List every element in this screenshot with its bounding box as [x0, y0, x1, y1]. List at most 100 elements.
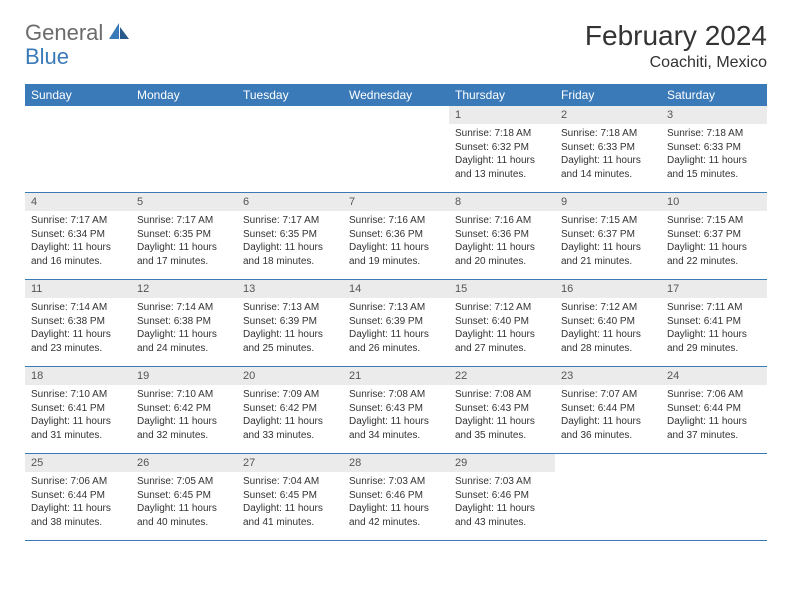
- daylight-text: Daylight: 11 hours and 43 minutes.: [455, 502, 549, 529]
- calendar-cell: 21Sunrise: 7:08 AMSunset: 6:43 PMDayligh…: [343, 367, 449, 453]
- cell-date: 14: [343, 280, 449, 298]
- cell-content: Sunrise: 7:12 AMSunset: 6:40 PMDaylight:…: [449, 298, 555, 361]
- cell-date: 15: [449, 280, 555, 298]
- sunset-text: Sunset: 6:42 PM: [243, 402, 337, 416]
- sunrise-text: Sunrise: 7:18 AM: [455, 127, 549, 141]
- calendar-cell: 20Sunrise: 7:09 AMSunset: 6:42 PMDayligh…: [237, 367, 343, 453]
- day-header: Monday: [131, 84, 237, 106]
- sunset-text: Sunset: 6:38 PM: [137, 315, 231, 329]
- sunset-text: Sunset: 6:40 PM: [455, 315, 549, 329]
- daylight-text: Daylight: 11 hours and 13 minutes.: [455, 154, 549, 181]
- cell-date: 17: [661, 280, 767, 298]
- day-header: Wednesday: [343, 84, 449, 106]
- cell-date: 26: [131, 454, 237, 472]
- daylight-text: Daylight: 11 hours and 24 minutes.: [137, 328, 231, 355]
- sunset-text: Sunset: 6:38 PM: [31, 315, 125, 329]
- sunrise-text: Sunrise: 7:12 AM: [455, 301, 549, 315]
- logo-text-part2: Blue: [25, 44, 69, 69]
- cell-date: 5: [131, 193, 237, 211]
- week-row: 18Sunrise: 7:10 AMSunset: 6:41 PMDayligh…: [25, 367, 767, 454]
- cell-content: Sunrise: 7:11 AMSunset: 6:41 PMDaylight:…: [661, 298, 767, 361]
- cell-content: Sunrise: 7:09 AMSunset: 6:42 PMDaylight:…: [237, 385, 343, 448]
- cell-content: Sunrise: 7:16 AMSunset: 6:36 PMDaylight:…: [343, 211, 449, 274]
- sunrise-text: Sunrise: 7:04 AM: [243, 475, 337, 489]
- calendar-cell: 16Sunrise: 7:12 AMSunset: 6:40 PMDayligh…: [555, 280, 661, 366]
- sunrise-text: Sunrise: 7:14 AM: [137, 301, 231, 315]
- cell-content: Sunrise: 7:10 AMSunset: 6:41 PMDaylight:…: [25, 385, 131, 448]
- calendar-cell: 12Sunrise: 7:14 AMSunset: 6:38 PMDayligh…: [131, 280, 237, 366]
- cell-date: 2: [555, 106, 661, 124]
- calendar-cell: 18Sunrise: 7:10 AMSunset: 6:41 PMDayligh…: [25, 367, 131, 453]
- header: General February 2024 Coachiti, Mexico: [25, 20, 767, 72]
- calendar: Sunday Monday Tuesday Wednesday Thursday…: [25, 84, 767, 541]
- sunset-text: Sunset: 6:33 PM: [667, 141, 761, 155]
- cell-content: Sunrise: 7:13 AMSunset: 6:39 PMDaylight:…: [343, 298, 449, 361]
- cell-content: Sunrise: 7:16 AMSunset: 6:36 PMDaylight:…: [449, 211, 555, 274]
- sunset-text: Sunset: 6:43 PM: [455, 402, 549, 416]
- calendar-cell: 17Sunrise: 7:11 AMSunset: 6:41 PMDayligh…: [661, 280, 767, 366]
- cell-date: 12: [131, 280, 237, 298]
- cell-content: Sunrise: 7:10 AMSunset: 6:42 PMDaylight:…: [131, 385, 237, 448]
- cell-date: 8: [449, 193, 555, 211]
- cell-date: 20: [237, 367, 343, 385]
- location: Coachiti, Mexico: [585, 54, 767, 72]
- cell-content: Sunrise: 7:08 AMSunset: 6:43 PMDaylight:…: [343, 385, 449, 448]
- cell-content: Sunrise: 7:18 AMSunset: 6:33 PMDaylight:…: [661, 124, 767, 187]
- calendar-cell: 6Sunrise: 7:17 AMSunset: 6:35 PMDaylight…: [237, 193, 343, 279]
- sunrise-text: Sunrise: 7:11 AM: [667, 301, 761, 315]
- sunset-text: Sunset: 6:33 PM: [561, 141, 655, 155]
- cell-date: 27: [237, 454, 343, 472]
- sunset-text: Sunset: 6:36 PM: [349, 228, 443, 242]
- calendar-cell: 19Sunrise: 7:10 AMSunset: 6:42 PMDayligh…: [131, 367, 237, 453]
- sunrise-text: Sunrise: 7:07 AM: [561, 388, 655, 402]
- calendar-cell: 5Sunrise: 7:17 AMSunset: 6:35 PMDaylight…: [131, 193, 237, 279]
- day-header: Tuesday: [237, 84, 343, 106]
- sunset-text: Sunset: 6:46 PM: [455, 489, 549, 503]
- sunrise-text: Sunrise: 7:10 AM: [137, 388, 231, 402]
- cell-content: Sunrise: 7:15 AMSunset: 6:37 PMDaylight:…: [555, 211, 661, 274]
- cell-content: Sunrise: 7:18 AMSunset: 6:33 PMDaylight:…: [555, 124, 661, 187]
- sunset-text: Sunset: 6:41 PM: [667, 315, 761, 329]
- daylight-text: Daylight: 11 hours and 34 minutes.: [349, 415, 443, 442]
- sunrise-text: Sunrise: 7:16 AM: [455, 214, 549, 228]
- cell-content: Sunrise: 7:08 AMSunset: 6:43 PMDaylight:…: [449, 385, 555, 448]
- calendar-cell: [237, 106, 343, 192]
- cell-content: Sunrise: 7:06 AMSunset: 6:44 PMDaylight:…: [661, 385, 767, 448]
- sunrise-text: Sunrise: 7:09 AM: [243, 388, 337, 402]
- cell-date: 9: [555, 193, 661, 211]
- daylight-text: Daylight: 11 hours and 37 minutes.: [667, 415, 761, 442]
- daylight-text: Daylight: 11 hours and 27 minutes.: [455, 328, 549, 355]
- calendar-cell: 15Sunrise: 7:12 AMSunset: 6:40 PMDayligh…: [449, 280, 555, 366]
- sunrise-text: Sunrise: 7:13 AM: [243, 301, 337, 315]
- calendar-cell: 23Sunrise: 7:07 AMSunset: 6:44 PMDayligh…: [555, 367, 661, 453]
- sunrise-text: Sunrise: 7:14 AM: [31, 301, 125, 315]
- sunrise-text: Sunrise: 7:17 AM: [137, 214, 231, 228]
- calendar-cell: [131, 106, 237, 192]
- day-header: Friday: [555, 84, 661, 106]
- sunrise-text: Sunrise: 7:15 AM: [561, 214, 655, 228]
- cell-content: Sunrise: 7:14 AMSunset: 6:38 PMDaylight:…: [131, 298, 237, 361]
- sunset-text: Sunset: 6:44 PM: [667, 402, 761, 416]
- sunset-text: Sunset: 6:40 PM: [561, 315, 655, 329]
- week-row: 1Sunrise: 7:18 AMSunset: 6:32 PMDaylight…: [25, 106, 767, 193]
- cell-content: Sunrise: 7:13 AMSunset: 6:39 PMDaylight:…: [237, 298, 343, 361]
- cell-date: 16: [555, 280, 661, 298]
- sunrise-text: Sunrise: 7:15 AM: [667, 214, 761, 228]
- calendar-cell: 3Sunrise: 7:18 AMSunset: 6:33 PMDaylight…: [661, 106, 767, 192]
- sunset-text: Sunset: 6:39 PM: [243, 315, 337, 329]
- cell-content: Sunrise: 7:07 AMSunset: 6:44 PMDaylight:…: [555, 385, 661, 448]
- calendar-cell: [661, 454, 767, 540]
- calendar-cell: 28Sunrise: 7:03 AMSunset: 6:46 PMDayligh…: [343, 454, 449, 540]
- cell-date: 11: [25, 280, 131, 298]
- daylight-text: Daylight: 11 hours and 31 minutes.: [31, 415, 125, 442]
- sunset-text: Sunset: 6:32 PM: [455, 141, 549, 155]
- calendar-cell: 8Sunrise: 7:16 AMSunset: 6:36 PMDaylight…: [449, 193, 555, 279]
- sunset-text: Sunset: 6:41 PM: [31, 402, 125, 416]
- daylight-text: Daylight: 11 hours and 35 minutes.: [455, 415, 549, 442]
- sunset-text: Sunset: 6:34 PM: [31, 228, 125, 242]
- daylight-text: Daylight: 11 hours and 22 minutes.: [667, 241, 761, 268]
- sunrise-text: Sunrise: 7:05 AM: [137, 475, 231, 489]
- sunrise-text: Sunrise: 7:03 AM: [349, 475, 443, 489]
- daylight-text: Daylight: 11 hours and 19 minutes.: [349, 241, 443, 268]
- cell-content: Sunrise: 7:18 AMSunset: 6:32 PMDaylight:…: [449, 124, 555, 187]
